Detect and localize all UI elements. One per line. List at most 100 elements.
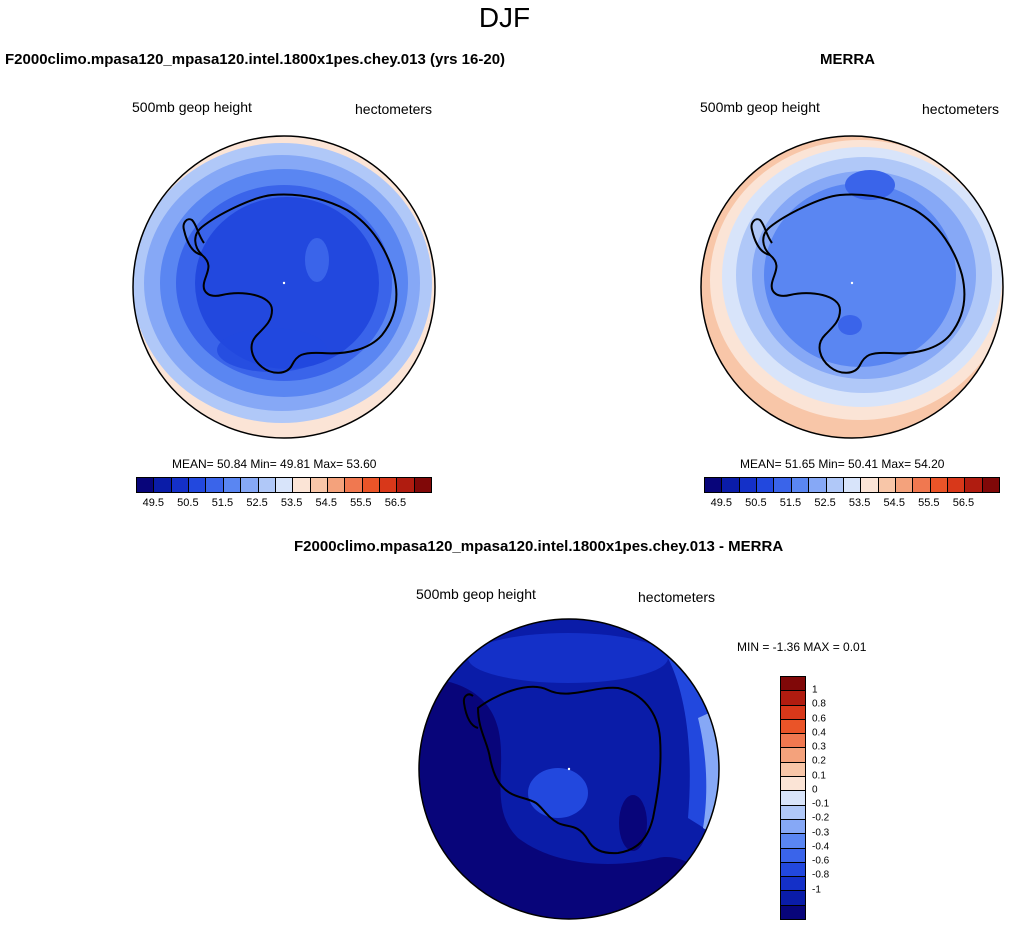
model-low-region <box>217 328 327 372</box>
colorbar-tick-label: 49.5 <box>710 497 732 509</box>
model-colorbar <box>136 477 432 493</box>
colorbar-tick-label: 50.5 <box>177 497 199 509</box>
obs-units-label: hectometers <box>922 101 1000 117</box>
colorbar-swatch <box>705 478 723 492</box>
colorbar-tick-label: -0.4 <box>812 841 830 853</box>
colorbar-swatch <box>774 478 792 492</box>
colorbar-tick-label: 0.6 <box>812 713 826 725</box>
diff-map-border <box>418 618 720 920</box>
antarctic-peninsula-obs <box>750 218 773 256</box>
model-panel-title: F2000climo.mpasa120_mpasa120.intel.1800x… <box>5 51 506 68</box>
colorbar-tick-label: -0.6 <box>812 855 830 867</box>
colorbar-tick-label: 49.5 <box>142 497 164 509</box>
colorbar-swatch <box>310 478 328 492</box>
south-pole-marker <box>282 281 286 285</box>
colorbar-swatch <box>241 478 259 492</box>
colorbar-swatch <box>327 478 346 492</box>
colorbar-swatch <box>781 777 805 792</box>
colorbar-tick-label: 54.5 <box>315 497 337 509</box>
colorbar-swatch <box>293 478 311 492</box>
colorbar-swatch <box>258 478 276 492</box>
obs-map <box>700 135 1004 439</box>
colorbar-tick-label: 52.5 <box>814 497 836 509</box>
colorbar-swatch <box>739 478 758 492</box>
colorbar-swatch <box>154 478 172 492</box>
model-field-label: 500mb geop height <box>132 99 252 115</box>
antarctica-coastline-obs <box>762 193 966 374</box>
diff-field-label: 500mb geop height <box>416 586 536 602</box>
colorbar-tick-label: 53.5 <box>848 497 871 509</box>
colorbar-tick-label: -1 <box>812 884 821 896</box>
colorbar-swatch <box>781 905 805 920</box>
south-pole-marker-obs <box>850 281 854 285</box>
colorbar-swatch <box>781 691 805 706</box>
colorbar-swatch <box>861 478 879 492</box>
model-map-border <box>132 135 436 439</box>
colorbar-tick-label: 51.5 <box>779 497 802 509</box>
obs-field-label: 500mb geop height <box>700 99 820 115</box>
obs-stats: MEAN= 51.65 Min= 50.41 Max= 54.20 <box>740 457 945 471</box>
colorbar-swatch <box>982 478 1000 492</box>
colorbar-swatch <box>223 478 242 492</box>
colorbar-tick-label: 55.5 <box>918 497 940 509</box>
colorbar-swatch <box>809 478 827 492</box>
obs-south-feature <box>838 315 862 335</box>
antarctica-coastline-diff <box>476 685 662 855</box>
colorbar-tick-label: 56.5 <box>384 497 407 509</box>
obs-ring-5 <box>764 183 956 367</box>
obs-north-feature <box>845 170 895 200</box>
colorbar-swatch <box>722 478 740 492</box>
colorbar-swatch <box>345 478 363 492</box>
diff-south-feature <box>619 795 647 851</box>
colorbar-swatch <box>171 478 190 492</box>
colorbar-swatch <box>781 834 805 849</box>
colorbar-swatch <box>781 748 805 763</box>
diff-colorbar <box>780 676 806 920</box>
colorbar-swatch <box>878 478 896 492</box>
colorbar-tick-label: 55.5 <box>350 497 372 509</box>
antarctic-peninsula <box>182 218 205 256</box>
diff-central-feature <box>528 768 588 818</box>
colorbar-swatch <box>781 805 805 820</box>
colorbar-tick-label: 0.3 <box>812 741 826 753</box>
model-stats: MEAN= 50.84 Min= 49.81 Max= 53.60 <box>172 457 377 471</box>
colorbar-swatch <box>930 478 949 492</box>
colorbar-swatch <box>781 719 805 735</box>
antarctic-peninsula-diff <box>462 693 479 729</box>
diff-panel-title: F2000climo.mpasa120_mpasa120.intel.1800x… <box>294 538 784 555</box>
colorbar-swatch <box>781 734 805 749</box>
colorbar-swatch <box>137 478 155 492</box>
colorbar-swatch <box>414 478 432 492</box>
colorbar-swatch <box>913 478 931 492</box>
diff-colorbar-ticks: 1 0.8 0.6 0.4 0.3 0.2 0.1 0 -0.1 -0.2 -0.3 -0.4 -0.6… <box>812 676 852 918</box>
colorbar-tick-label: 51.5 <box>211 497 234 509</box>
colorbar-swatch <box>781 762 805 778</box>
colorbar-tick-label: 50.5 <box>745 497 767 509</box>
colorbar-swatch <box>826 478 844 492</box>
colorbar-swatch <box>781 791 805 806</box>
colorbar-tick-label: -0.1 <box>812 798 830 810</box>
colorbar-swatch <box>781 677 805 692</box>
colorbar-swatch <box>206 478 224 492</box>
obs-colorbar <box>704 477 1000 493</box>
colorbar-swatch <box>781 891 805 906</box>
model-east-feature <box>305 238 329 282</box>
colorbar-swatch <box>948 478 966 492</box>
colorbar-swatch <box>781 862 805 878</box>
figure-title: DJF <box>478 2 531 33</box>
diff-north-band <box>468 633 668 683</box>
colorbar-tick-label: 53.5 <box>280 497 303 509</box>
colorbar-tick-label: 52.5 <box>246 497 268 509</box>
model-ring-5 <box>195 197 379 369</box>
diff-map <box>418 618 720 920</box>
colorbar-tick-label: 0.8 <box>812 698 826 710</box>
south-pole-marker-diff <box>567 767 571 771</box>
colorbar-tick-label: 0 <box>812 784 818 796</box>
colorbar-swatch <box>397 478 415 492</box>
colorbar-swatch <box>362 478 381 492</box>
colorbar-tick-label: 0.4 <box>812 727 826 739</box>
diff-low-west <box>419 678 719 919</box>
colorbar-tick-label: 1 <box>812 684 818 696</box>
obs-panel-title: MERRA <box>820 51 875 68</box>
diff-units-label: hectometers <box>638 589 716 605</box>
